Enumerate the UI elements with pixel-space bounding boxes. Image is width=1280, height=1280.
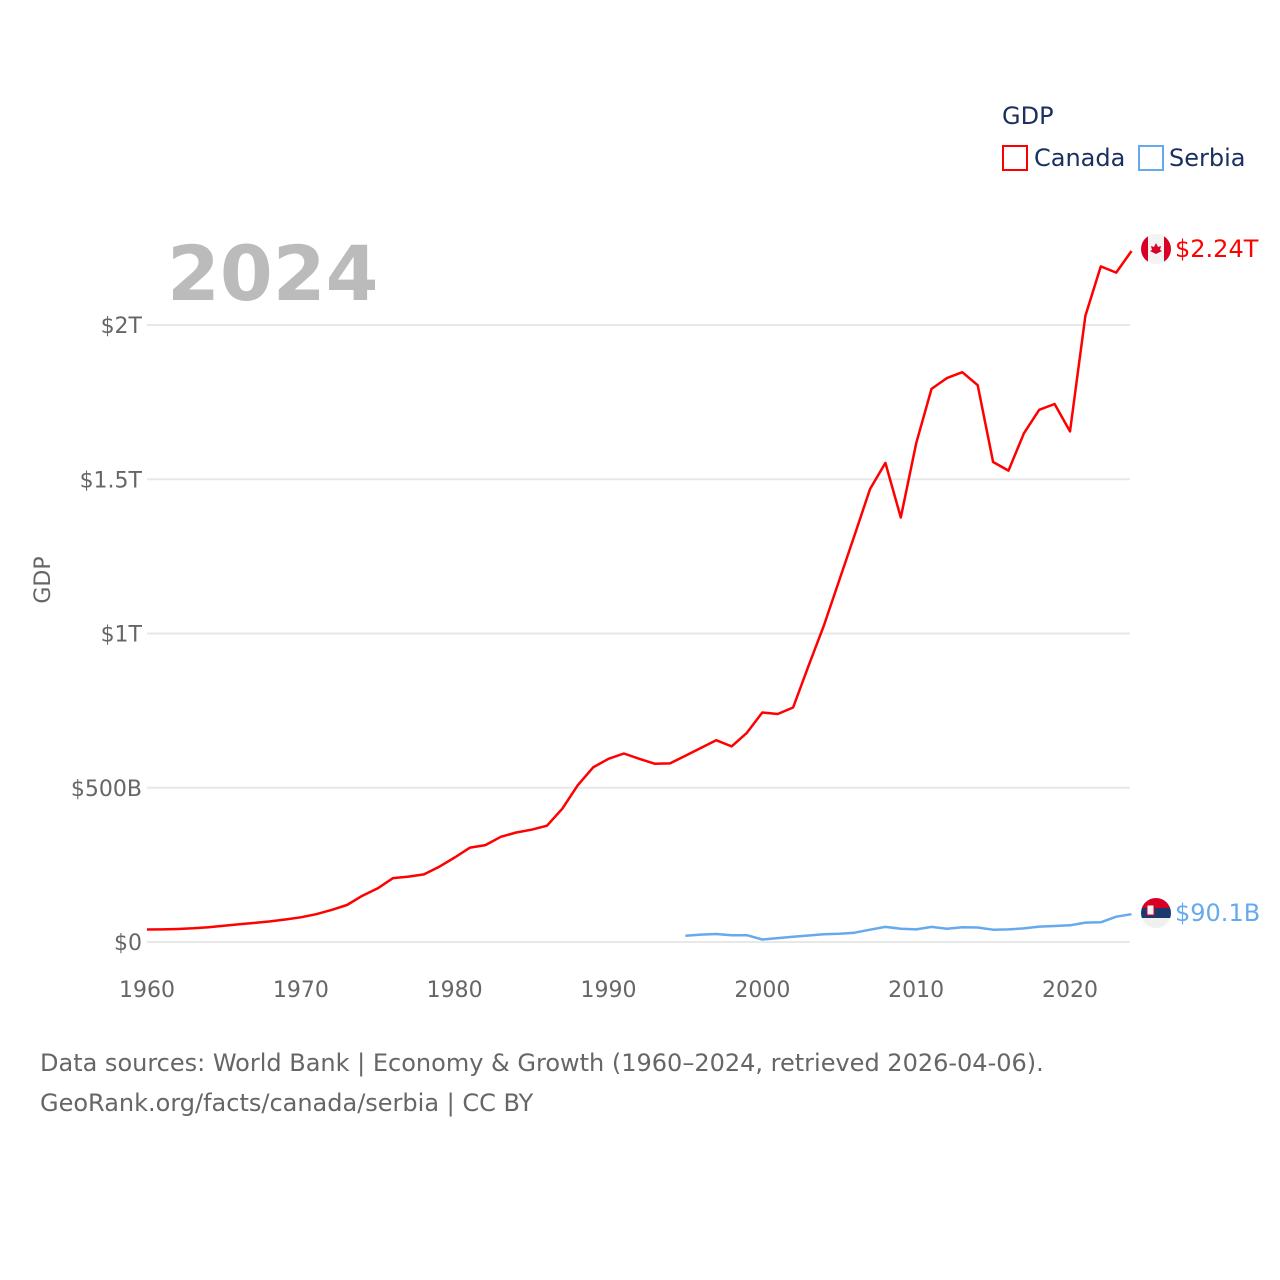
y-tick-label: $1.5T: [80, 468, 143, 493]
serbia-flag-icon: [1141, 898, 1171, 928]
x-tick-label: 1960: [119, 978, 175, 1003]
legend-swatch-canada[interactable]: [1002, 145, 1028, 171]
footer: Data sources: World Bank | Economy & Gro…: [40, 1043, 1044, 1123]
canada-flag-icon: [1141, 234, 1171, 264]
series-line-canada[interactable]: [146, 250, 1133, 931]
canada-end-label: $2.24T: [1175, 235, 1259, 263]
series-line-serbia[interactable]: [685, 912, 1132, 941]
attribution-link[interactable]: GeoRank.org/facts/canada/serbia | CC BY: [40, 1089, 534, 1117]
x-tick-label: 1980: [427, 978, 483, 1003]
y-tick-label: $0: [114, 931, 142, 956]
x-tick-label: 1990: [581, 978, 637, 1003]
y-tick-label: $1T: [101, 623, 143, 648]
x-tick-label: 2020: [1042, 978, 1098, 1003]
x-tick-label: 2000: [734, 978, 790, 1003]
y-axis-label: GDP: [31, 556, 56, 603]
legend: GDP Canada Serbia: [1002, 102, 1245, 172]
y-tick-label: $2T: [101, 314, 143, 339]
serbia-end-label: $90.1B: [1175, 899, 1260, 927]
x-tick-label: 2010: [888, 978, 944, 1003]
current-year-label: 2024: [167, 229, 379, 318]
legend-label-serbia[interactable]: Serbia: [1169, 144, 1245, 172]
legend-label-canada[interactable]: Canada: [1034, 144, 1125, 172]
legend-swatch-serbia[interactable]: [1138, 145, 1164, 171]
y-tick-label: $500B: [71, 777, 142, 802]
x-tick-label: 1970: [273, 978, 329, 1003]
data-sources-text: Data sources: World Bank | Economy & Gro…: [40, 1049, 1044, 1077]
legend-title: GDP: [1002, 102, 1054, 130]
